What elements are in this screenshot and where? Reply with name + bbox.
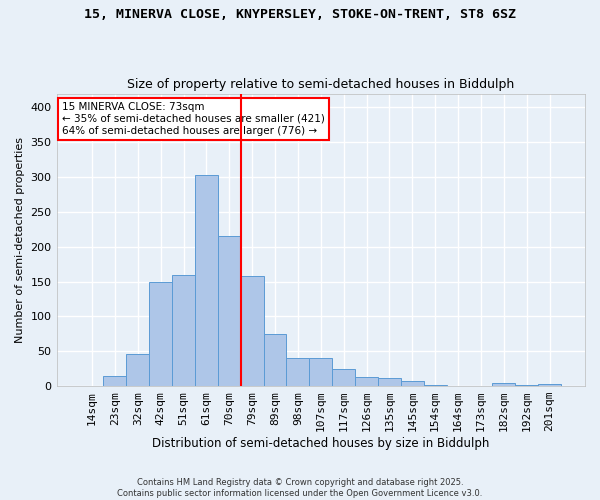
- Bar: [515, 384, 538, 386]
- Text: 15, MINERVA CLOSE, KNYPERSLEY, STOKE-ON-TRENT, ST8 6SZ: 15, MINERVA CLOSE, KNYPERSLEY, STOKE-ON-…: [84, 8, 516, 20]
- Text: Contains HM Land Registry data © Crown copyright and database right 2025.
Contai: Contains HM Land Registry data © Crown c…: [118, 478, 482, 498]
- X-axis label: Distribution of semi-detached houses by size in Biddulph: Distribution of semi-detached houses by …: [152, 437, 490, 450]
- Bar: [401, 380, 424, 386]
- Bar: [493, 384, 515, 386]
- Bar: [538, 384, 561, 386]
- Bar: [127, 354, 149, 386]
- Bar: [378, 378, 401, 386]
- Bar: [263, 334, 286, 386]
- Bar: [355, 377, 378, 386]
- Bar: [172, 274, 195, 386]
- Bar: [241, 276, 263, 386]
- Title: Size of property relative to semi-detached houses in Biddulph: Size of property relative to semi-detach…: [127, 78, 514, 91]
- Bar: [103, 376, 127, 386]
- Bar: [424, 384, 446, 386]
- Bar: [149, 282, 172, 386]
- Bar: [286, 358, 310, 386]
- Y-axis label: Number of semi-detached properties: Number of semi-detached properties: [15, 137, 25, 343]
- Bar: [332, 368, 355, 386]
- Text: 15 MINERVA CLOSE: 73sqm
← 35% of semi-detached houses are smaller (421)
64% of s: 15 MINERVA CLOSE: 73sqm ← 35% of semi-de…: [62, 102, 325, 136]
- Bar: [310, 358, 332, 386]
- Bar: [195, 175, 218, 386]
- Bar: [218, 236, 241, 386]
